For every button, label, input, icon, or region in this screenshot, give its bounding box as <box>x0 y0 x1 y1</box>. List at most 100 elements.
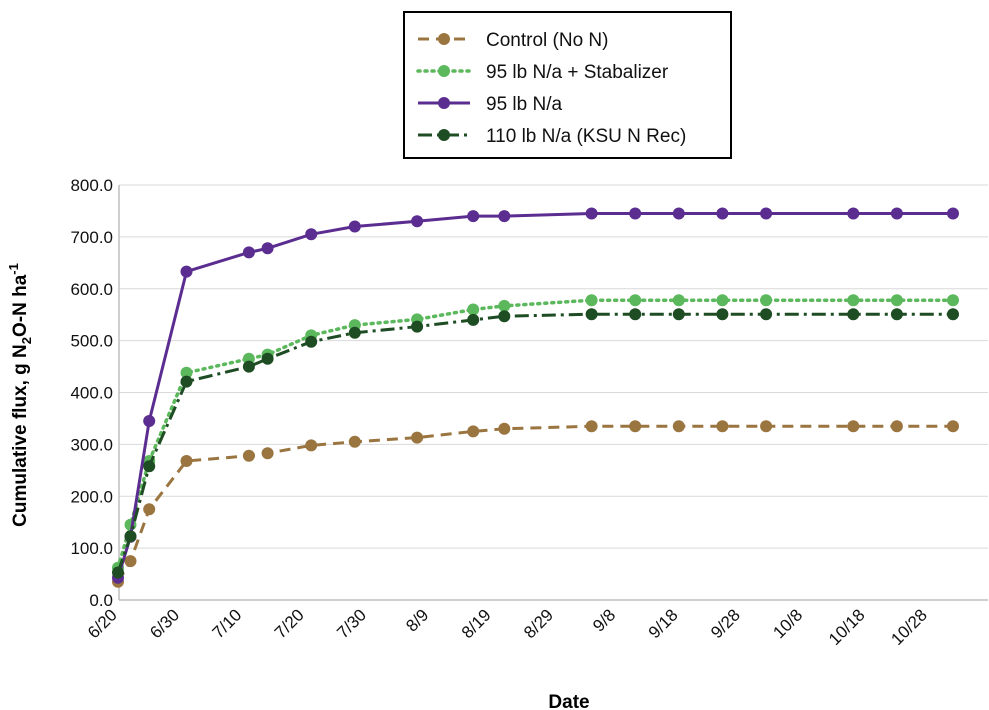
data-point <box>629 207 642 220</box>
data-point <box>890 308 903 321</box>
x-tick-label: 7/30 <box>333 605 370 642</box>
data-point <box>348 220 361 233</box>
data-point <box>672 294 685 307</box>
series-line <box>116 212 953 579</box>
data-point <box>124 530 137 543</box>
data-point <box>467 313 480 326</box>
x-tick-label: 9/8 <box>589 605 619 635</box>
data-point <box>143 503 156 516</box>
x-tick-label: 10/18 <box>825 605 869 649</box>
x-tick-label: 8/19 <box>458 605 495 642</box>
data-point <box>411 320 424 333</box>
data-point <box>348 435 361 448</box>
data-point <box>847 308 860 321</box>
data-point <box>847 420 860 433</box>
series-3 <box>112 207 959 584</box>
legend-label: 95 lb N/a + Stabalizer <box>486 62 669 83</box>
legend-item: 110 lb N/a (KSU N Rec) <box>418 126 686 147</box>
data-point <box>716 207 729 220</box>
data-point <box>947 207 959 220</box>
data-point <box>629 308 642 321</box>
legend-swatch-marker <box>438 129 450 141</box>
x-tick-label: 9/28 <box>707 605 744 642</box>
data-point <box>261 352 274 365</box>
x-tick-label: 7/10 <box>209 605 246 642</box>
legend: Control (No N) 95 lb N/a + Stabalizer 95 l… <box>403 11 732 159</box>
legend-label: 95 lb N/a <box>486 94 562 115</box>
legend-swatch-marker <box>438 33 450 45</box>
data-point <box>305 335 318 348</box>
series-line <box>116 424 953 583</box>
legend-item: 95 lb N/a <box>418 94 562 115</box>
data-point <box>847 294 860 307</box>
legend-swatch-marker <box>438 65 450 77</box>
data-point <box>112 566 124 579</box>
y-tick-label: 100.0 <box>70 539 113 558</box>
data-point <box>411 215 424 228</box>
data-point <box>261 447 274 460</box>
x-tick-label: 6/20 <box>84 605 121 642</box>
legend-swatch-marker <box>438 97 450 109</box>
data-point <box>124 555 137 568</box>
gridlines <box>119 184 988 549</box>
data-point <box>947 420 959 433</box>
data-point <box>467 425 480 438</box>
data-point <box>411 431 424 444</box>
data-point <box>467 210 480 223</box>
series-layer <box>112 207 959 588</box>
data-point <box>467 303 480 316</box>
x-tick-label: 10/28 <box>887 605 931 649</box>
series-2 <box>112 294 959 574</box>
data-point <box>890 207 903 220</box>
data-point <box>498 310 511 323</box>
data-point <box>847 207 860 220</box>
data-point <box>716 294 729 307</box>
data-point <box>760 294 773 307</box>
data-point <box>760 207 773 220</box>
x-tick-label: 8/29 <box>520 605 557 642</box>
data-point <box>760 308 773 321</box>
data-point <box>180 366 193 379</box>
data-point <box>242 449 255 462</box>
y-tick-label: 600.0 <box>70 280 113 299</box>
y-tick-label: 0.0 <box>89 591 113 610</box>
data-point <box>305 439 318 452</box>
data-point <box>242 246 255 259</box>
data-point <box>890 420 903 433</box>
data-point <box>585 207 598 220</box>
x-tick-label: 10/8 <box>769 605 806 642</box>
legend-label: Control (No N) <box>486 30 608 51</box>
data-point <box>947 308 959 321</box>
y-tick-label: 500.0 <box>70 332 113 351</box>
series-line <box>116 312 953 573</box>
data-point <box>585 420 598 433</box>
axes: 0.0 100.0 200.0 300.0 400.0 500.0 600.0 700.0 80… <box>70 176 988 649</box>
x-tick-label: 6/30 <box>146 605 183 642</box>
series-4 <box>112 308 959 579</box>
data-point <box>716 420 729 433</box>
x-tick-label: 7/20 <box>271 605 308 642</box>
legend-item: 95 lb N/a + Stabalizer <box>416 62 669 83</box>
data-point <box>498 422 511 435</box>
y-tick-label: 800.0 <box>70 176 113 195</box>
y-tick-label: 200.0 <box>70 487 113 506</box>
y-tick-label: 700.0 <box>70 228 113 247</box>
data-point <box>180 375 193 388</box>
legend-item: Control (No N) <box>418 30 608 51</box>
legend-label: 110 lb N/a (KSU N Rec) <box>486 126 686 147</box>
data-point <box>672 420 685 433</box>
data-point <box>947 294 959 307</box>
x-axis-title: Date <box>548 692 589 710</box>
y-axis-title: Cumulative flux, g N2O-N ha-1 <box>6 263 34 527</box>
data-point <box>672 207 685 220</box>
data-point <box>672 308 685 321</box>
data-point <box>180 265 193 278</box>
data-point <box>760 420 773 433</box>
series-1 <box>112 420 959 588</box>
data-point <box>143 460 156 473</box>
data-point <box>242 360 255 373</box>
y-tick-label: 400.0 <box>70 384 113 403</box>
data-point <box>143 415 156 427</box>
data-point <box>498 299 511 312</box>
